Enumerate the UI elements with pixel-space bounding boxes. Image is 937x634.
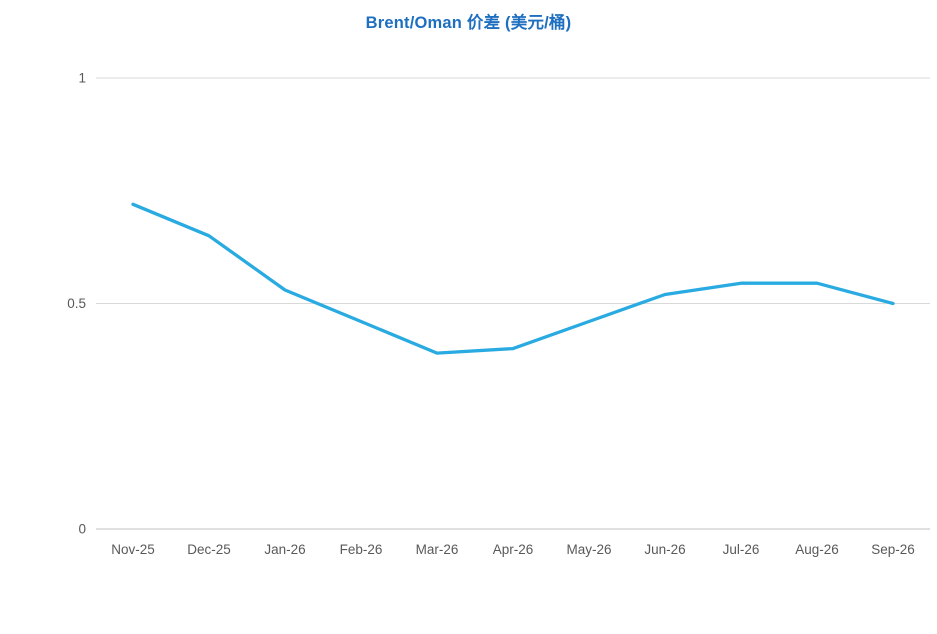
x-tick-label: Jul-26 <box>723 542 760 557</box>
x-tick-label: Feb-26 <box>340 542 383 557</box>
series-line <box>131 202 895 355</box>
x-tick-label: Aug-26 <box>795 542 839 557</box>
x-tick-label: Mar-26 <box>416 542 459 557</box>
x-tick-label: Nov-25 <box>111 542 155 557</box>
y-tick-label: 1 <box>78 71 86 86</box>
x-tick-label: Sep-26 <box>871 542 915 557</box>
x-tick-label: Apr-26 <box>493 542 534 557</box>
y-tick-label: 0.5 <box>67 296 86 311</box>
x-tick-label: May-26 <box>566 542 611 557</box>
x-tick-label: Dec-25 <box>187 542 231 557</box>
y-tick-label: 0 <box>78 522 86 537</box>
x-tick-label: Jun-26 <box>644 542 685 557</box>
x-tick-label: Jan-26 <box>264 542 305 557</box>
chart-title: Brent/Oman 价差 (美元/桶) <box>365 14 572 32</box>
